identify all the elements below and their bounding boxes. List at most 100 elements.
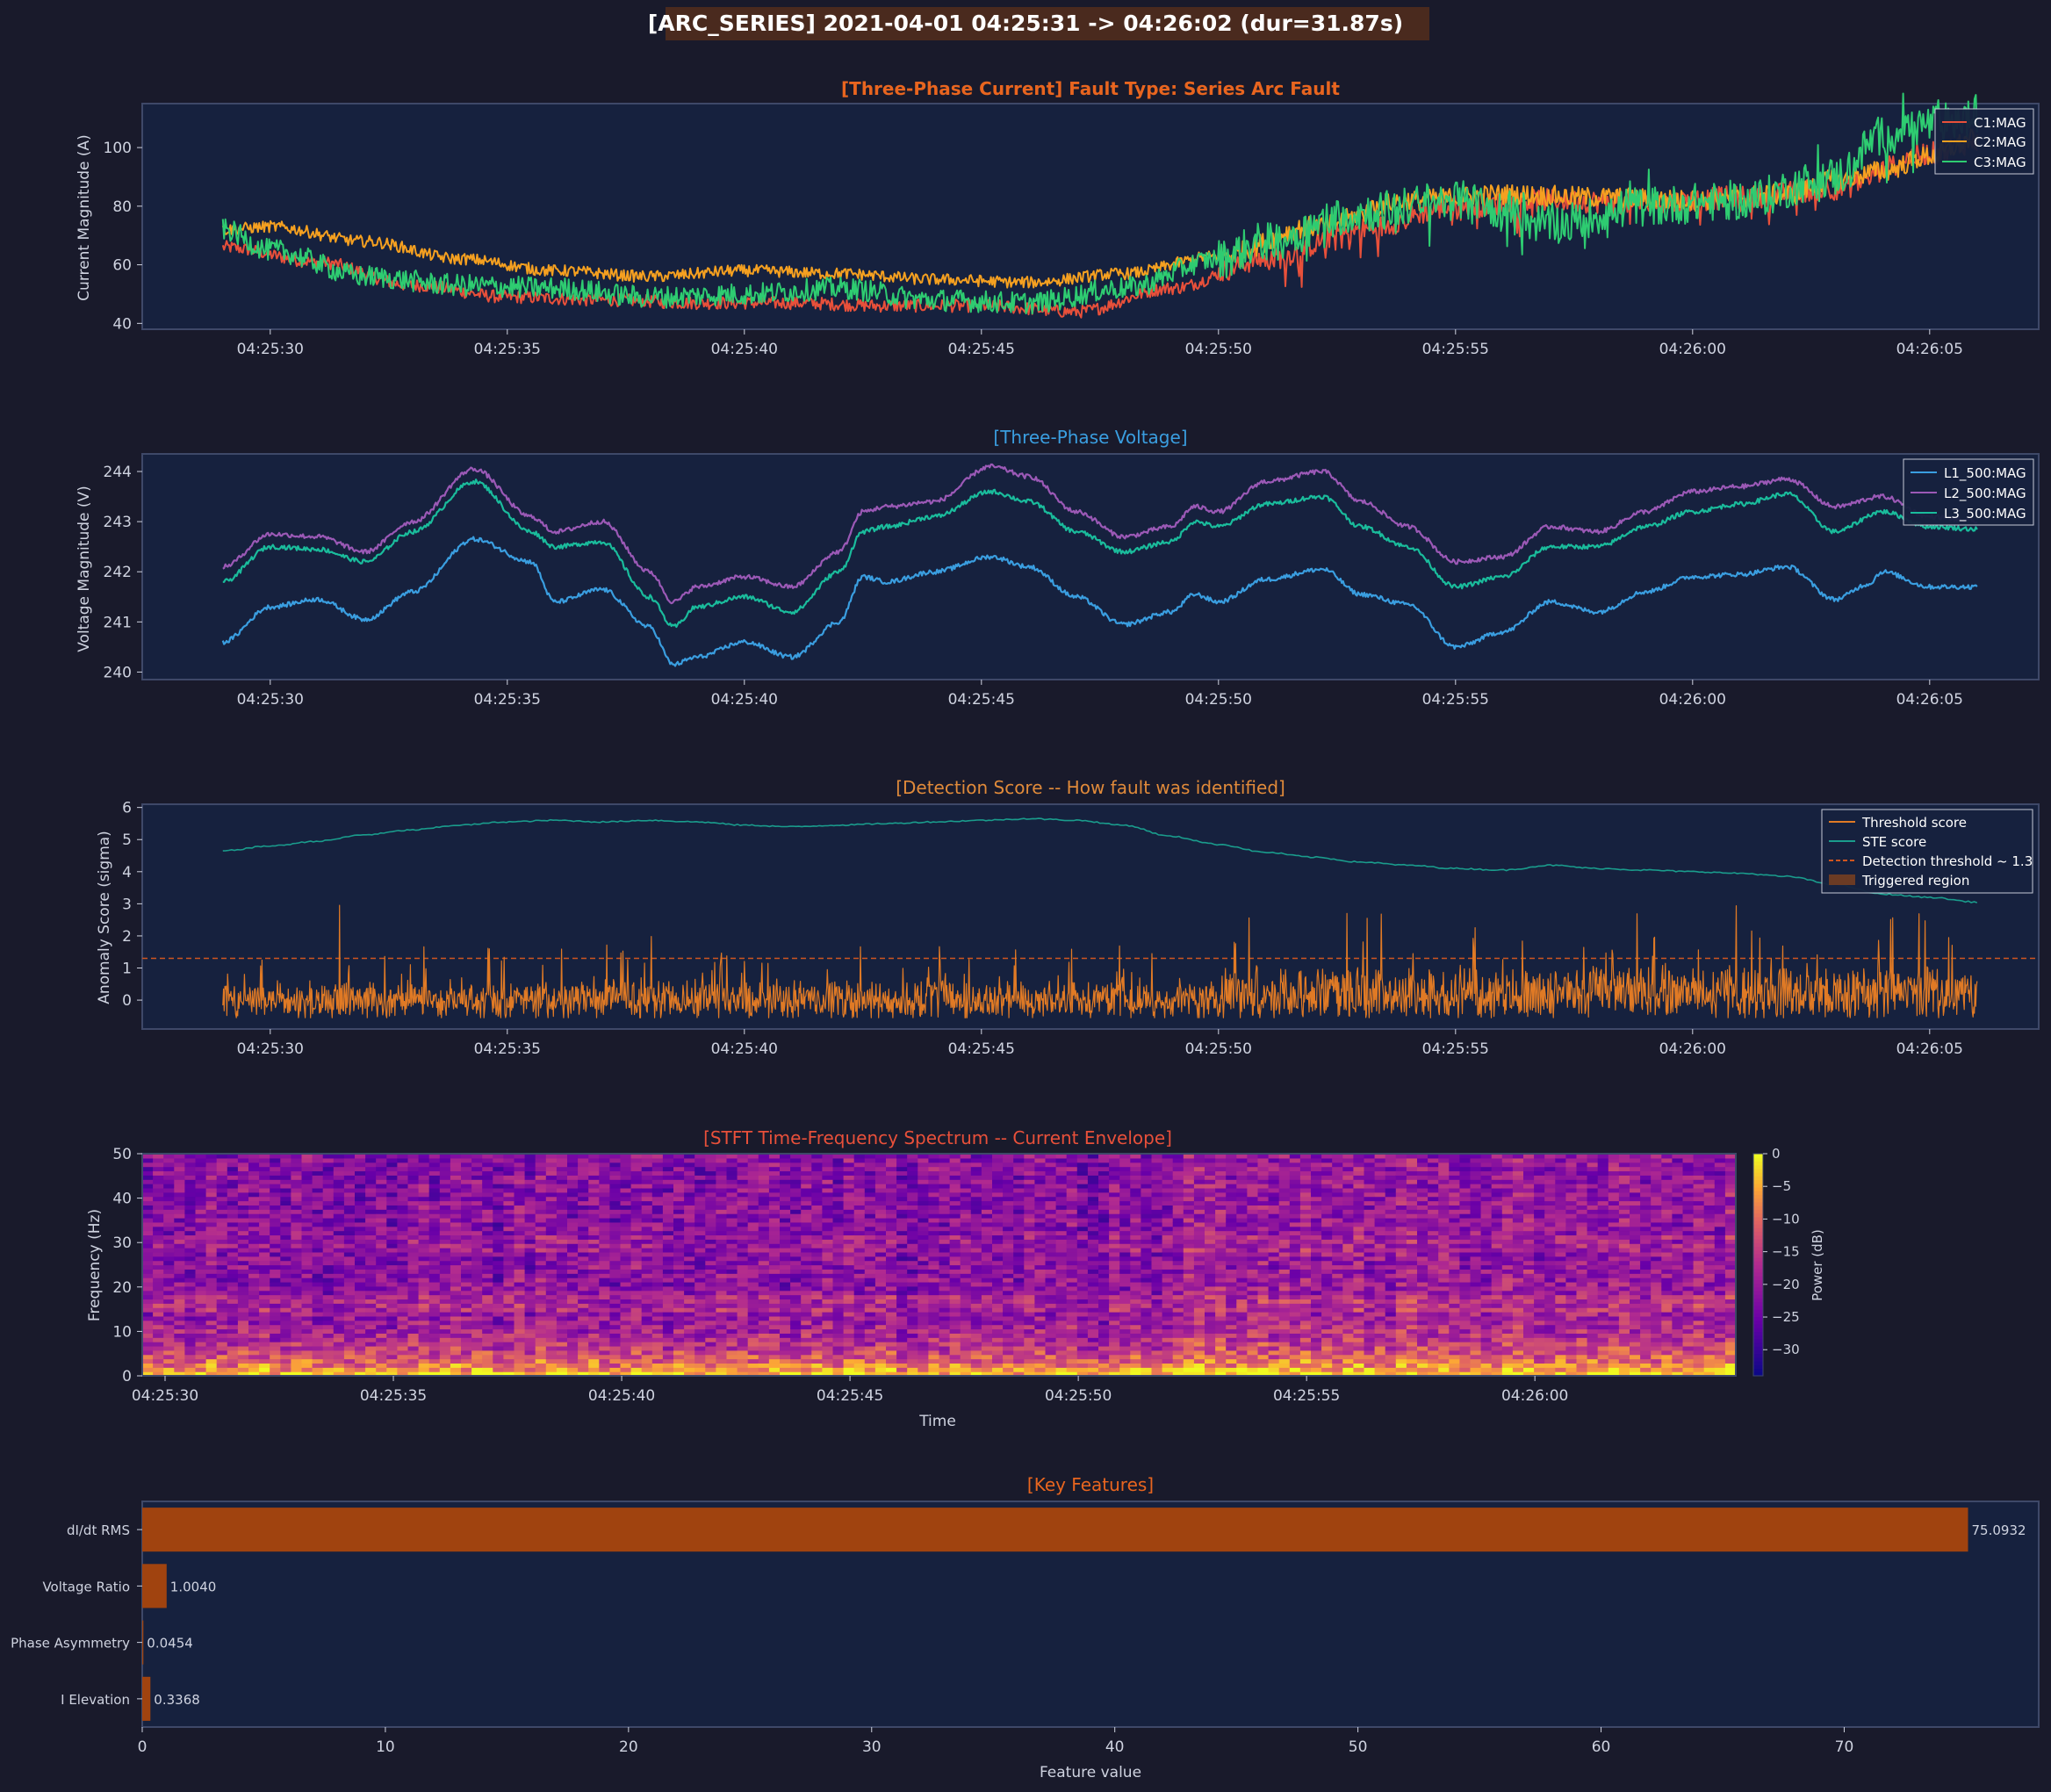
heatmap-cell — [343, 1312, 356, 1317]
heatmap-cell — [886, 1281, 897, 1287]
heatmap-cell — [716, 1162, 728, 1168]
heatmap-cell — [673, 1248, 685, 1253]
heatmap-cell — [1055, 1285, 1068, 1292]
heatmap-cell — [503, 1230, 515, 1236]
heatmap-cell — [312, 1217, 324, 1223]
heatmap-cell — [843, 1294, 855, 1300]
heatmap-cell — [822, 1256, 834, 1262]
heatmap-cell — [896, 1243, 908, 1249]
heatmap-cell — [216, 1328, 228, 1334]
heatmap-cell — [1109, 1166, 1120, 1172]
heatmap-cell — [1013, 1290, 1025, 1296]
heatmap-cell — [142, 1312, 154, 1317]
x-tick-label: 04:25:35 — [474, 691, 541, 709]
heatmap-cell — [588, 1234, 600, 1240]
heatmap-cell — [397, 1209, 409, 1214]
heatmap-cell — [896, 1342, 908, 1347]
heatmap-cell — [493, 1205, 504, 1210]
heatmap-cell — [248, 1166, 260, 1172]
heatmap-cell — [1109, 1260, 1120, 1266]
heatmap-cell — [599, 1333, 610, 1338]
heatmap-cell — [832, 1294, 845, 1300]
heatmap-cell — [726, 1324, 738, 1330]
heatmap-cell — [322, 1328, 335, 1334]
voltage-legend: L1_500:MAG L2_500:MAG L3_500:MAG — [1903, 458, 2034, 526]
heatmap-cell — [1024, 1260, 1035, 1266]
heatmap-cell — [418, 1285, 430, 1292]
heatmap-cell — [918, 1312, 929, 1317]
heatmap-cell — [651, 1196, 664, 1202]
heatmap-cell — [843, 1312, 855, 1317]
heatmap-cell — [992, 1354, 1004, 1360]
heatmap-cell — [970, 1170, 982, 1176]
heatmap-cell — [428, 1179, 441, 1184]
heatmap-cell — [992, 1345, 1004, 1351]
heatmap-cell — [747, 1187, 759, 1193]
heatmap-cell — [801, 1303, 812, 1308]
heatmap-cell — [259, 1328, 270, 1334]
heatmap-cell — [545, 1349, 558, 1356]
heatmap-cell — [205, 1196, 218, 1202]
heatmap-cell — [471, 1179, 483, 1184]
heatmap-cell — [832, 1367, 845, 1372]
heatmap-cell — [397, 1294, 409, 1300]
heatmap-cell — [874, 1294, 887, 1300]
heatmap-cell — [694, 1367, 706, 1372]
heatmap-cell — [716, 1290, 728, 1296]
heatmap-cell — [355, 1166, 366, 1172]
heatmap-cell — [407, 1303, 420, 1308]
heatmap-cell — [1003, 1294, 1014, 1300]
heatmap-cell — [864, 1342, 876, 1347]
legend-label-l2: L2_500:MAG — [1944, 486, 2026, 502]
heatmap-cell — [853, 1281, 866, 1287]
heatmap-cell — [142, 1179, 154, 1184]
heatmap-cell — [450, 1269, 462, 1274]
heatmap-cell — [822, 1337, 834, 1342]
heatmap-cell — [1003, 1285, 1014, 1292]
heatmap-cell — [355, 1324, 366, 1330]
heatmap-cell — [1034, 1320, 1047, 1326]
heatmap-cell — [1119, 1328, 1131, 1334]
heatmap-cell — [747, 1315, 759, 1321]
heatmap-cell — [896, 1239, 908, 1244]
heatmap-cell — [578, 1269, 589, 1274]
heatmap-cell — [747, 1179, 759, 1184]
heatmap-cell — [216, 1363, 228, 1368]
heatmap-cell — [535, 1187, 547, 1193]
heatmap-cell — [620, 1277, 632, 1283]
heatmap-cell — [514, 1342, 526, 1347]
heatmap-cell — [1024, 1303, 1035, 1308]
heatmap-cell — [907, 1349, 918, 1356]
heatmap-cell — [365, 1234, 377, 1240]
heatmap-cell — [471, 1345, 483, 1351]
heatmap-cell — [556, 1315, 568, 1321]
heatmap-cell — [1066, 1281, 1078, 1287]
heatmap-cell — [684, 1256, 695, 1262]
heatmap-cell — [280, 1294, 291, 1300]
heatmap-cell — [928, 1328, 940, 1334]
heatmap-cell — [949, 1221, 961, 1227]
heatmap-cell — [928, 1342, 940, 1347]
heatmap-cell — [737, 1290, 749, 1296]
heatmap-cell — [1076, 1256, 1089, 1262]
heatmap-cell — [291, 1209, 303, 1214]
heatmap-cell — [142, 1333, 154, 1338]
heatmap-cell — [216, 1345, 228, 1351]
heatmap-cell — [588, 1269, 600, 1274]
heatmap-cell — [397, 1299, 409, 1304]
heatmap-cell — [609, 1243, 622, 1249]
heatmap-cell — [493, 1260, 504, 1266]
heatmap-cell — [461, 1264, 472, 1270]
heatmap-cell — [1003, 1277, 1014, 1283]
heatmap-cell — [174, 1315, 185, 1321]
heatmap-cell — [195, 1328, 207, 1334]
heatmap-cell — [1098, 1230, 1110, 1236]
heatmap-cell — [418, 1184, 430, 1189]
heatmap-cell — [801, 1290, 812, 1296]
heatmap-cell — [896, 1315, 908, 1321]
heatmap-cell — [291, 1354, 303, 1360]
heatmap-cell — [514, 1260, 526, 1266]
heatmap-cell — [1013, 1307, 1025, 1313]
heatmap-cell — [737, 1264, 749, 1270]
heatmap-cell — [811, 1217, 823, 1223]
